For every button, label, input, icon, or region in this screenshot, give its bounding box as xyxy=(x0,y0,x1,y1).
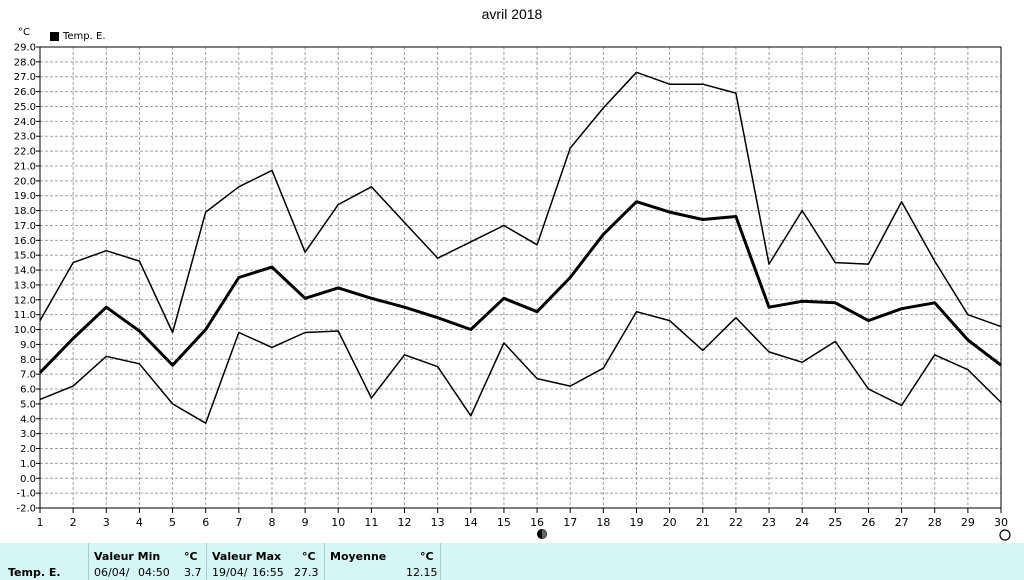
x-tick-label: 6 xyxy=(202,516,209,529)
min-date: 06/04/ xyxy=(94,566,130,579)
max-time: 16:55 xyxy=(252,566,284,579)
y-tick-label: -1.0 xyxy=(16,489,36,500)
y-tick-label: 22.0 xyxy=(14,147,36,158)
x-tick-label: 27 xyxy=(895,516,909,529)
x-tick-label: 10 xyxy=(331,516,345,529)
legend-swatch xyxy=(50,32,59,41)
x-tick-label: 3 xyxy=(103,516,110,529)
x-tick-label: 28 xyxy=(928,516,942,529)
plot-area xyxy=(40,47,1001,508)
y-tick-label: -2.0 xyxy=(16,504,36,515)
x-tick-label: 7 xyxy=(235,516,242,529)
y-tick-label: 23.0 xyxy=(14,132,36,143)
chart-title: avril 2018 xyxy=(481,6,543,22)
x-tick-label: 18 xyxy=(596,516,610,529)
y-tick-label: 8.0 xyxy=(20,355,36,366)
max-header: Valeur Max xyxy=(212,550,282,563)
y-tick-label: 11.0 xyxy=(14,310,36,321)
x-tick-label: 29 xyxy=(961,516,975,529)
x-tick-label: 22 xyxy=(729,516,743,529)
y-tick-label: 10.0 xyxy=(14,325,36,336)
y-tick-label: 5.0 xyxy=(20,399,36,410)
x-tick-label: 11 xyxy=(364,516,378,529)
x-tick-label: 20 xyxy=(663,516,677,529)
x-tick-label: 17 xyxy=(563,516,577,529)
y-tick-label: 26.0 xyxy=(14,87,36,98)
y-tick-label: 3.0 xyxy=(20,429,36,440)
x-tick-label: 12 xyxy=(398,516,412,529)
x-tick-label: 25 xyxy=(828,516,842,529)
y-tick-label: 15.0 xyxy=(14,251,36,262)
x-tick-label: 9 xyxy=(302,516,309,529)
y-tick-label: 16.0 xyxy=(14,236,36,247)
y-axis-unit: °C xyxy=(18,27,30,38)
y-tick-label: 9.0 xyxy=(20,340,36,351)
max-date: 19/04/ xyxy=(212,566,248,579)
x-tick-label: 14 xyxy=(464,516,478,529)
min-value: 3.7 xyxy=(184,566,202,579)
x-tick-label: 23 xyxy=(762,516,776,529)
plot-frame xyxy=(39,46,1002,509)
avg-value: 12.15 xyxy=(406,566,438,579)
y-tick-label: 1.0 xyxy=(20,459,36,470)
x-tick-label: 2 xyxy=(70,516,77,529)
x-tick-label: 16 xyxy=(530,516,544,529)
x-tick-label: 30 xyxy=(994,516,1008,529)
min-header: Valeur Min xyxy=(94,550,161,563)
y-tick-label: 18.0 xyxy=(14,206,36,217)
y-tick-label: 20.0 xyxy=(14,176,36,187)
max-unit: °C xyxy=(302,550,316,563)
avg-header: Moyenne xyxy=(330,550,387,563)
max-value: 27.3 xyxy=(294,566,319,579)
y-tick-label: 17.0 xyxy=(14,221,36,232)
avg-unit: °C xyxy=(420,550,434,563)
series-line-1 xyxy=(39,71,1002,334)
x-tick-label: 15 xyxy=(497,516,511,529)
y-tick-label: 21.0 xyxy=(14,161,36,172)
y-tick-label: 4.0 xyxy=(20,414,36,425)
legend: Temp. E. xyxy=(50,31,106,42)
min-unit: °C xyxy=(184,550,198,563)
x-tick-label: 21 xyxy=(696,516,710,529)
legend-label: Temp. E. xyxy=(63,31,106,42)
y-tick-label: 29.0 xyxy=(14,43,36,54)
new-moon-icon xyxy=(999,529,1011,541)
min-time: 04:50 xyxy=(138,566,170,579)
y-tick-label: 19.0 xyxy=(14,191,36,202)
y-tick-label: 12.0 xyxy=(14,295,36,306)
summary-row-label: Temp. E. xyxy=(8,566,61,579)
x-tick-label: 13 xyxy=(431,516,445,529)
y-tick-label: 14.0 xyxy=(14,266,36,277)
y-tick-label: 25.0 xyxy=(14,102,36,113)
y-tick-label: 13.0 xyxy=(14,280,36,291)
x-tick-label: 1 xyxy=(37,516,44,529)
y-tick-label: 2.0 xyxy=(20,444,36,455)
x-tick-label: 4 xyxy=(136,516,143,529)
y-tick-label: 6.0 xyxy=(20,385,36,396)
full-moon-icon xyxy=(537,529,547,539)
x-tick-label: 8 xyxy=(268,516,275,529)
x-tick-label: 19 xyxy=(629,516,643,529)
x-tick-label: 24 xyxy=(795,516,809,529)
temperature-chart: 29.028.027.026.025.024.023.022.021.020.0… xyxy=(14,43,1008,530)
y-tick-label: 28.0 xyxy=(14,57,36,68)
x-tick-label: 26 xyxy=(861,516,875,529)
summary-table xyxy=(0,543,1024,580)
x-tick-label: 5 xyxy=(169,516,176,529)
y-tick-label: 7.0 xyxy=(20,370,36,381)
y-tick-label: 0.0 xyxy=(20,474,36,485)
series-line-2 xyxy=(38,200,1002,374)
y-tick-label: 24.0 xyxy=(14,117,36,128)
series-line-3 xyxy=(39,310,1002,424)
y-tick-label: 27.0 xyxy=(14,72,36,83)
